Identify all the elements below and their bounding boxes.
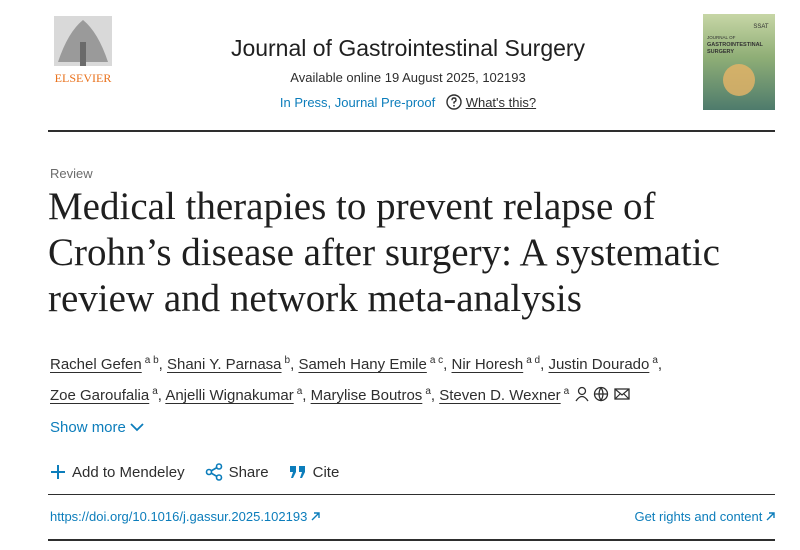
article-title: Medical therapies to prevent relapse of … (48, 185, 720, 320)
divider (48, 539, 775, 541)
author-affiliation: a b (144, 355, 159, 366)
cover-line: JOURNAL OF (707, 35, 736, 40)
cover-society: SSAT (753, 24, 769, 30)
author-affiliation: b (284, 355, 291, 366)
separator: , (290, 356, 295, 373)
action-label[interactable]: Share (228, 463, 269, 481)
status[interactable]: In Press, Journal Pre-proof (279, 95, 436, 110)
divider (48, 494, 775, 495)
rights-link[interactable]: Get rights and content (634, 509, 763, 524)
author-affiliation: a c (429, 355, 444, 366)
action[interactable]: Share (205, 463, 269, 481)
action[interactable]: Add to Mendeley (50, 463, 185, 481)
publisher-logo: ELSEVIER (54, 16, 112, 85)
action[interactable]: Cite (289, 463, 340, 481)
separator: , (540, 356, 545, 373)
author-affiliation: a d (526, 355, 541, 366)
chevron-icon (130, 423, 144, 432)
author-icons[interactable] (569, 386, 631, 404)
show-more[interactable]: Show more (50, 419, 144, 436)
author-name[interactable]: Marylise Boutros (310, 387, 423, 404)
status-line: In Press, Journal Pre-proof What's this? (0, 94, 800, 110)
author-name[interactable]: Steven D. Wexner (439, 387, 561, 404)
separator: , (302, 387, 307, 404)
author-list: Rachel Gefen a b, Shani Y. Parnasa b, Same… (50, 347, 770, 409)
author-icons[interactable] (575, 386, 631, 402)
journal-cover[interactable]: SSAT JOURNAL OF GASTROINTESTINAL SURGERY (703, 14, 775, 110)
separator: , (657, 356, 663, 373)
cover-line: SURGERY (707, 49, 734, 55)
author-affiliation: a (425, 386, 431, 397)
author-name[interactable]: Shani Y. Parnasa (166, 356, 282, 373)
action-label[interactable]: Cite (312, 463, 340, 481)
author-name[interactable]: Sameh Hany Emile (298, 356, 427, 373)
help-link[interactable]: What's this? (465, 95, 537, 110)
author-affiliation: a (563, 386, 570, 397)
publisher-name: ELSEVIER (55, 71, 112, 85)
external-icon (311, 512, 320, 521)
separator: , (158, 356, 163, 373)
cite-icon (289, 466, 305, 478)
author-affiliation: a (296, 386, 303, 397)
article-type: Review (50, 166, 93, 181)
separator: , (430, 387, 436, 404)
action-label[interactable]: Add to Mendeley (72, 463, 185, 481)
author-name[interactable]: Nir Horesh (451, 356, 524, 373)
share-icon (205, 463, 222, 481)
show-more-label[interactable]: Show more (50, 419, 126, 436)
doi[interactable]: https://doi.org/10.1016/j.gassur.2025.10… (50, 509, 320, 524)
author-affiliation: a (652, 355, 658, 366)
external-icon (766, 512, 775, 521)
plus-icon (51, 465, 65, 479)
author-name[interactable]: Anjelli Wignakumar (165, 387, 294, 404)
journal-title[interactable]: Journal of Gastrointestinal Surgery (230, 35, 586, 61)
divider (48, 130, 775, 132)
author-affiliation: a (152, 386, 158, 397)
author-name[interactable]: Justin Dourado (548, 356, 650, 373)
author-name[interactable]: Zoe Garoufalia (50, 387, 150, 404)
action-bar: Add to Mendeley Share Cite (50, 463, 339, 481)
cover-line: GASTROINTESTINAL (707, 42, 764, 48)
author-name[interactable]: Rachel Gefen (50, 356, 142, 373)
rights[interactable]: Get rights and content (634, 509, 775, 524)
availability: Available online 19 August 2025, 102193 (290, 70, 526, 85)
doi-link[interactable]: https://doi.org/10.1016/j.gassur.2025.10… (50, 509, 308, 524)
separator: , (443, 356, 448, 373)
help-icon (446, 94, 462, 110)
separator: , (157, 387, 162, 404)
